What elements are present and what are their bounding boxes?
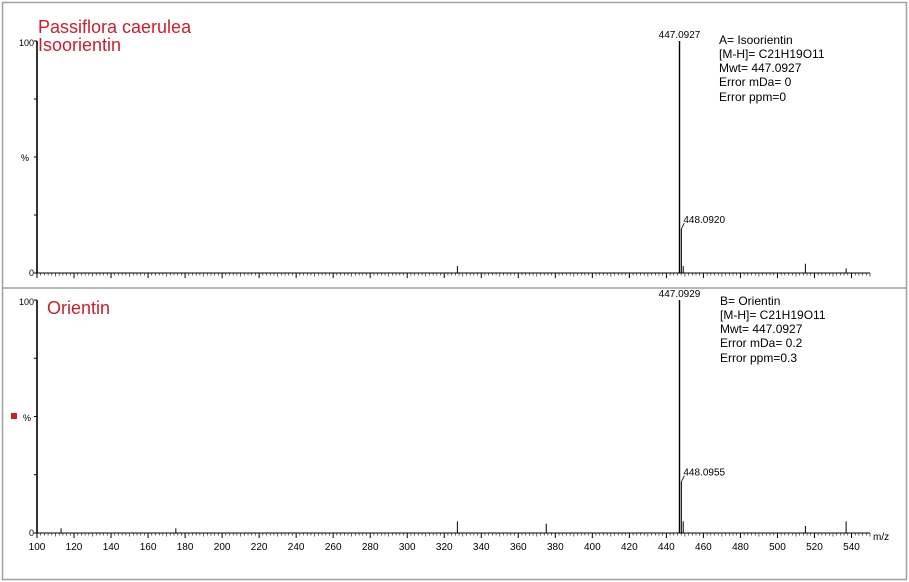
peak-label: 448.0920 bbox=[683, 215, 725, 226]
panel-a-annotation-line-2: [M-H]= C21H19O11 bbox=[719, 47, 825, 61]
x-tick-label: 500 bbox=[769, 542, 786, 553]
panel-b-annotation: B= Orientin [M-H]= C21H19O11 Mwt= 447.09… bbox=[720, 294, 826, 365]
x-tick-label: 100 bbox=[29, 542, 46, 553]
x-tick-label: 420 bbox=[621, 542, 638, 553]
x-tick-label: 480 bbox=[732, 542, 749, 553]
x-tick-label: 540 bbox=[843, 542, 860, 553]
x-tick-label: 220 bbox=[251, 542, 268, 553]
panel-a-annotation-line-4: Error mDa= 0 bbox=[719, 75, 792, 89]
peak-label-leader bbox=[681, 475, 685, 482]
panel-b-annotation-line-3: Mwt= 447.0927 bbox=[720, 322, 803, 336]
panel-b-annotation-line-2: [M-H]= C21H19O11 bbox=[720, 308, 826, 322]
panel-a-peaks: 447.0927 448.0920 bbox=[456, 30, 847, 273]
x-tick-label: 180 bbox=[177, 542, 194, 553]
peak-label-leader bbox=[680, 222, 685, 230]
panel-b-annotation-line-4: Error mDa= 0.2 bbox=[720, 336, 803, 350]
x-tick-label: 200 bbox=[214, 542, 231, 553]
x-tick-label: 300 bbox=[399, 542, 416, 553]
x-tick-label: 320 bbox=[436, 542, 453, 553]
x-tick-label: 360 bbox=[510, 542, 527, 553]
panel-b-title-line-1: Orientin bbox=[47, 298, 110, 318]
panel-b-y-tick-0: 0 bbox=[29, 528, 34, 538]
panel-b-y-axis-label: % bbox=[23, 413, 31, 423]
x-tick-label: 440 bbox=[658, 542, 675, 553]
panel-a-annotation-line-5: Error ppm=0 bbox=[719, 90, 786, 104]
x-tick-label: 260 bbox=[325, 542, 342, 553]
panel-a-title-line-1: Passiflora caerulea bbox=[38, 17, 192, 37]
x-tick-label: 280 bbox=[362, 542, 379, 553]
panel-b-peaks: 447.0929 448.0955 bbox=[60, 289, 847, 533]
panel-a-annotation-line-3: Mwt= 447.0927 bbox=[719, 61, 802, 75]
panel-a-annotation: A= Isoorientin [M-H]= C21H19O11 Mwt= 447… bbox=[719, 33, 825, 104]
x-tick-label: 400 bbox=[584, 542, 601, 553]
spectrum-panel-a: Passiflora caerulea Isoorientin A= Isoor… bbox=[19, 17, 871, 278]
x-tick-label: 240 bbox=[288, 542, 305, 553]
peak-label: 448.0955 bbox=[683, 468, 725, 479]
marker-square bbox=[11, 413, 17, 419]
panel-a-y-axis-label: % bbox=[21, 153, 29, 163]
panel-a-title-line-2: Isoorientin bbox=[38, 35, 121, 55]
peak-label: 447.0927 bbox=[659, 30, 701, 41]
panel-a-annotation-line-1: A= Isoorientin bbox=[719, 33, 793, 47]
panel-b-y-tick-100: 100 bbox=[19, 297, 34, 307]
panel-a-y-tick-100: 100 bbox=[19, 38, 34, 48]
spectrum-panel-b: Orientin B= Orientin [M-H]= C21H19O11 Mw… bbox=[11, 289, 889, 553]
x-tick-label: 140 bbox=[103, 542, 120, 553]
x-tick-label: 160 bbox=[140, 542, 157, 553]
peak-label: 447.0929 bbox=[659, 289, 701, 300]
x-tick-labels: 100 120 140 160 180 200 220 240 260 280 300 320 340 3… bbox=[29, 542, 861, 553]
x-tick-label: 340 bbox=[473, 542, 490, 553]
panel-a-y-tick-0: 0 bbox=[29, 268, 34, 278]
x-tick-label: 120 bbox=[66, 542, 83, 553]
x-tick-label: 520 bbox=[806, 542, 823, 553]
panel-b-annotation-line-5: Error ppm=0.3 bbox=[720, 351, 797, 365]
x-tick-label: 380 bbox=[547, 542, 564, 553]
x-axis-label: m/z bbox=[873, 532, 889, 543]
panel-b-annotation-line-1: B= Orientin bbox=[720, 294, 780, 308]
x-tick-label: 460 bbox=[695, 542, 712, 553]
